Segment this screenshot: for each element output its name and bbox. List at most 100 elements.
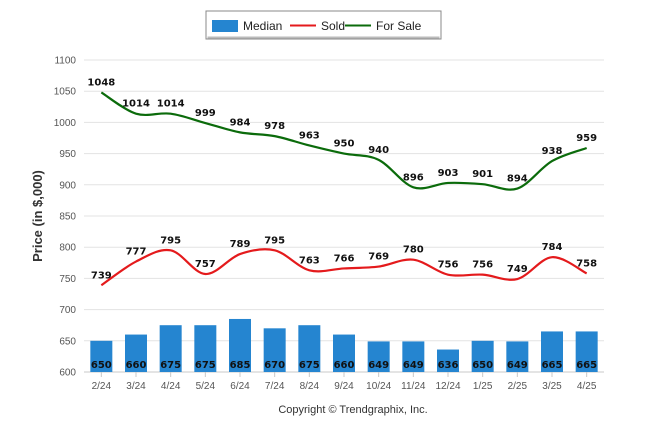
bar-median	[437, 349, 459, 372]
point-label-sold: 766	[334, 253, 355, 264]
bar-median	[402, 341, 425, 372]
bar-value-label: 649	[403, 360, 424, 371]
bar-value-label: 665	[576, 360, 597, 371]
data-labels: 650 660 675 675 685 670 675 660 649 649 636 650 649 6…	[87, 77, 597, 371]
point-label-for-sale: 950	[334, 139, 355, 150]
y-tick-label: 650	[59, 336, 76, 347]
point-label-for-sale: 1048	[87, 77, 115, 88]
point-label-sold: 795	[160, 235, 181, 246]
y-tick-label: 700	[59, 305, 76, 316]
point-label-sold: 784	[542, 242, 563, 253]
bar-median	[471, 340, 494, 372]
bar-median	[229, 318, 251, 372]
copyright-text: Copyright © Trendgraphix, Inc.	[278, 404, 427, 416]
x-tick-label: 4/25	[577, 381, 597, 392]
point-label-sold: 769	[368, 252, 389, 263]
bar-value-label: 675	[160, 360, 181, 371]
bar-median	[263, 328, 286, 372]
x-tick-label: 2/25	[508, 381, 528, 392]
point-label-sold: 763	[299, 255, 320, 266]
bar-value-label: 665	[542, 360, 563, 371]
legend-swatch-median	[212, 20, 238, 32]
point-label-for-sale: 963	[299, 130, 320, 141]
point-label-for-sale: 1014	[122, 99, 150, 110]
point-label-sold: 757	[195, 259, 216, 270]
bar-median	[159, 325, 182, 372]
series-lines	[100, 91, 588, 287]
bar-value-label: 670	[264, 360, 285, 371]
y-tick-label: 600	[59, 368, 76, 379]
point-label-for-sale: 984	[230, 117, 251, 128]
point-label-for-sale: 959	[576, 133, 597, 144]
point-label-for-sale: 1014	[157, 99, 185, 110]
y-tick-label: 1000	[54, 118, 77, 129]
point-label-for-sale: 903	[438, 168, 459, 179]
x-tick-label: 6/24	[230, 381, 250, 392]
y-axis-label: Price (in $,000)	[30, 170, 45, 262]
bar-median	[125, 334, 147, 372]
bar-value-label: 649	[368, 360, 389, 371]
point-label-for-sale: 978	[264, 121, 285, 132]
point-label-sold: 756	[472, 260, 493, 271]
legend: Median Sold For Sale	[205, 10, 442, 40]
y-tick-label: 800	[59, 243, 76, 254]
point-label-sold: 795	[264, 235, 285, 246]
bar-value-label: 660	[334, 360, 355, 371]
bar-value-label: 650	[472, 360, 493, 371]
legend-label-for-sale: For Sale	[376, 19, 422, 33]
line-for-sale	[100, 91, 588, 191]
x-tick-label: 3/24	[126, 381, 146, 392]
x-tick-label: 1/25	[473, 381, 493, 392]
x-tick-label: 11/24	[401, 381, 426, 392]
bar-value-label: 675	[299, 360, 320, 371]
point-label-for-sale: 901	[472, 169, 493, 180]
point-label-for-sale: 896	[403, 172, 424, 183]
y-tick-label: 1050	[54, 87, 77, 98]
bar-value-label: 636	[438, 360, 459, 371]
bar-median	[506, 341, 529, 372]
legend-box	[205, 10, 442, 40]
x-tick-label: 8/24	[300, 381, 320, 392]
point-label-sold: 780	[403, 245, 424, 256]
bar-median	[194, 325, 217, 372]
y-tick-label: 850	[59, 212, 76, 223]
bar-median	[367, 341, 390, 372]
point-label-sold: 756	[438, 260, 459, 271]
y-axis-ticks: 600 650 700 750 800 850 900 950 1000 1050 1100	[54, 56, 77, 379]
point-label-sold: 777	[126, 247, 147, 258]
bar-value-label: 649	[507, 360, 528, 371]
legend-label-median: Median	[243, 19, 282, 33]
y-tick-label: 950	[59, 149, 76, 160]
y-tick-label: 900	[59, 180, 76, 191]
bar-value-label: 685	[230, 360, 251, 371]
bar-value-label: 675	[195, 360, 216, 371]
x-tick-label: 12/24	[435, 381, 460, 392]
y-tick-label: 750	[59, 274, 76, 285]
x-tick-label: 10/24	[366, 381, 391, 392]
legend-label-sold: Sold	[321, 19, 345, 33]
point-label-sold: 789	[230, 239, 251, 250]
point-label-for-sale: 894	[507, 174, 528, 185]
bar-value-label: 650	[91, 360, 112, 371]
bars-median	[90, 318, 598, 372]
x-tick-label: 3/25	[542, 381, 562, 392]
bar-median	[541, 331, 563, 372]
bar-median	[90, 340, 113, 372]
bar-median	[333, 334, 355, 372]
point-label-for-sale: 940	[368, 145, 389, 156]
x-tick-label: 2/24	[92, 381, 112, 392]
line-sold	[100, 248, 588, 287]
x-tick-label: 9/24	[334, 381, 354, 392]
legend-shadow	[207, 36, 440, 39]
bar-median	[575, 331, 598, 372]
x-axis-ticks: 2/24 3/24 4/24 5/24 6/24 7/24 8/24 9/24 10/24 11/…	[92, 372, 597, 392]
x-tick-label: 5/24	[196, 381, 216, 392]
point-label-sold: 749	[507, 264, 528, 275]
x-tick-label: 4/24	[161, 381, 181, 392]
point-label-sold: 758	[576, 258, 597, 269]
bar-value-label: 660	[126, 360, 147, 371]
point-label-for-sale: 938	[542, 146, 563, 157]
x-tick-label: 7/24	[265, 381, 285, 392]
